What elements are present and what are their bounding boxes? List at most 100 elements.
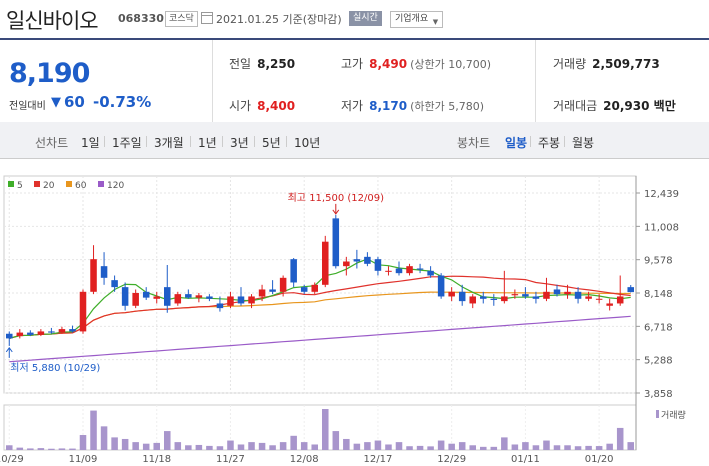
volume-bar [311, 444, 318, 450]
tab-3y[interactable]: 3년 [230, 136, 249, 150]
tab-monthly[interactable]: 월봉 [572, 136, 595, 150]
volume-bar [90, 410, 97, 450]
candle-body [79, 291, 87, 332]
y-tick-label: 5,288 [644, 356, 673, 367]
volume-bar [237, 444, 245, 450]
volume-bar [164, 431, 171, 450]
candle-body [121, 287, 129, 306]
high-price: 고가 8,490 (상한가 10,700) [341, 57, 491, 71]
volume-bar [58, 448, 66, 450]
change-value: 60 [64, 93, 85, 111]
candle-body [395, 268, 403, 274]
volume-legend-label: 거래량 [661, 409, 686, 421]
candle-body [216, 303, 224, 309]
stock-header: 일신바이오 068330 코스닥 2021.01.25 기준(장마감) 실시간 … [0, 0, 709, 38]
volume-bar [374, 440, 382, 450]
ma20-line [9, 275, 631, 339]
candle-body [416, 268, 424, 270]
tab-1w[interactable]: 1주일 [112, 136, 142, 150]
tab-10y[interactable]: 10년 [294, 136, 321, 150]
candle-body [300, 287, 308, 292]
x-tick-label: 10/29 [0, 454, 24, 465]
low-price: 저가 8,170 (하한가 5,780) [341, 99, 484, 113]
candle-body [111, 280, 118, 288]
y-tick-label: 3,858 [644, 389, 673, 400]
candle-body [458, 291, 466, 302]
candle-body [279, 277, 287, 292]
candle-body [90, 259, 97, 292]
tab-1d[interactable]: 1일 [81, 136, 100, 150]
candle-body [606, 303, 613, 306]
candle-body [69, 329, 76, 332]
chevron-down-icon: ▼ [432, 18, 439, 26]
volume-bar [16, 447, 24, 450]
volume-bar [248, 442, 255, 450]
volume-bar [416, 445, 424, 450]
candle-body [469, 296, 476, 304]
company-overview-dropdown[interactable]: 기업개요 ▼ [390, 11, 444, 28]
candle-body [16, 332, 24, 337]
candle-body [58, 329, 66, 333]
stock-code: 068330 [118, 12, 164, 25]
volume-bar [437, 440, 445, 450]
legend-swatch [8, 181, 14, 187]
tab-line-chart[interactable]: 선차트 [35, 136, 69, 150]
candle-body [185, 294, 192, 298]
legend-label: 120 [107, 181, 124, 191]
divider [535, 40, 536, 124]
tab-candle-chart[interactable]: 봉차트 [457, 136, 491, 150]
y-tick-label: 11,008 [644, 222, 679, 233]
volume-plot-frame [3, 404, 637, 451]
tab-weekly[interactable]: 주봉 [538, 136, 561, 150]
divider [222, 136, 223, 147]
legend-label: 60 [75, 181, 87, 191]
volume-bar [332, 431, 340, 450]
candle-body [258, 289, 266, 297]
volume-bar [406, 446, 413, 450]
x-tick-label: 01/20 [585, 454, 614, 465]
ma5-line [9, 258, 631, 339]
candle-body [511, 294, 519, 296]
candle-body [564, 291, 571, 295]
market-badge: 코스닥 [165, 11, 198, 27]
volume-legend-swatch [656, 410, 659, 418]
tab-daily[interactable]: 일봉 [505, 136, 528, 150]
volume-bar [564, 445, 571, 450]
candle-body [311, 284, 318, 292]
y-tick-label: 9,578 [644, 256, 673, 267]
volume-bar [111, 437, 118, 450]
x-tick-label: 12/29 [437, 454, 466, 465]
candle-body [37, 331, 45, 335]
volume-bar [79, 435, 87, 450]
realtime-button[interactable]: 실시간 [349, 11, 382, 26]
y-tick-label: 6,718 [644, 322, 673, 333]
x-tick-label: 11/27 [216, 454, 245, 465]
tab-5y[interactable]: 5년 [262, 136, 281, 150]
volume-bar [290, 435, 297, 450]
tab-3m[interactable]: 3개월 [154, 136, 184, 150]
as-of-date: 2021.01.25 기준(장마감) [216, 13, 342, 26]
chart-tabs: 선차트 1일 1주일 3개월 1년 3년 5년 10년 봉차트 일봉 주봉 월봉 [0, 122, 709, 159]
candle-body [100, 266, 108, 278]
candle-body [227, 296, 234, 306]
candle-body [532, 296, 540, 299]
volume-bar [195, 444, 203, 450]
candle-body [332, 218, 340, 267]
candle-body [448, 291, 455, 297]
legend-swatch [66, 181, 72, 187]
volume-bar [227, 440, 234, 450]
candle-body [437, 275, 445, 297]
candle-body [406, 266, 413, 274]
legend-swatch [98, 181, 104, 187]
legend-swatch [34, 181, 40, 187]
trade-amount: 거래대금 20,930 백만 [553, 99, 676, 113]
volume-bar [27, 448, 34, 450]
candle-body [374, 259, 382, 271]
low-arrow-head [5, 347, 13, 353]
volume-bar [185, 445, 192, 450]
volume-bar [458, 442, 466, 450]
tab-1y[interactable]: 1년 [198, 136, 217, 150]
candle-body [164, 287, 171, 306]
volume-bar [6, 445, 13, 450]
